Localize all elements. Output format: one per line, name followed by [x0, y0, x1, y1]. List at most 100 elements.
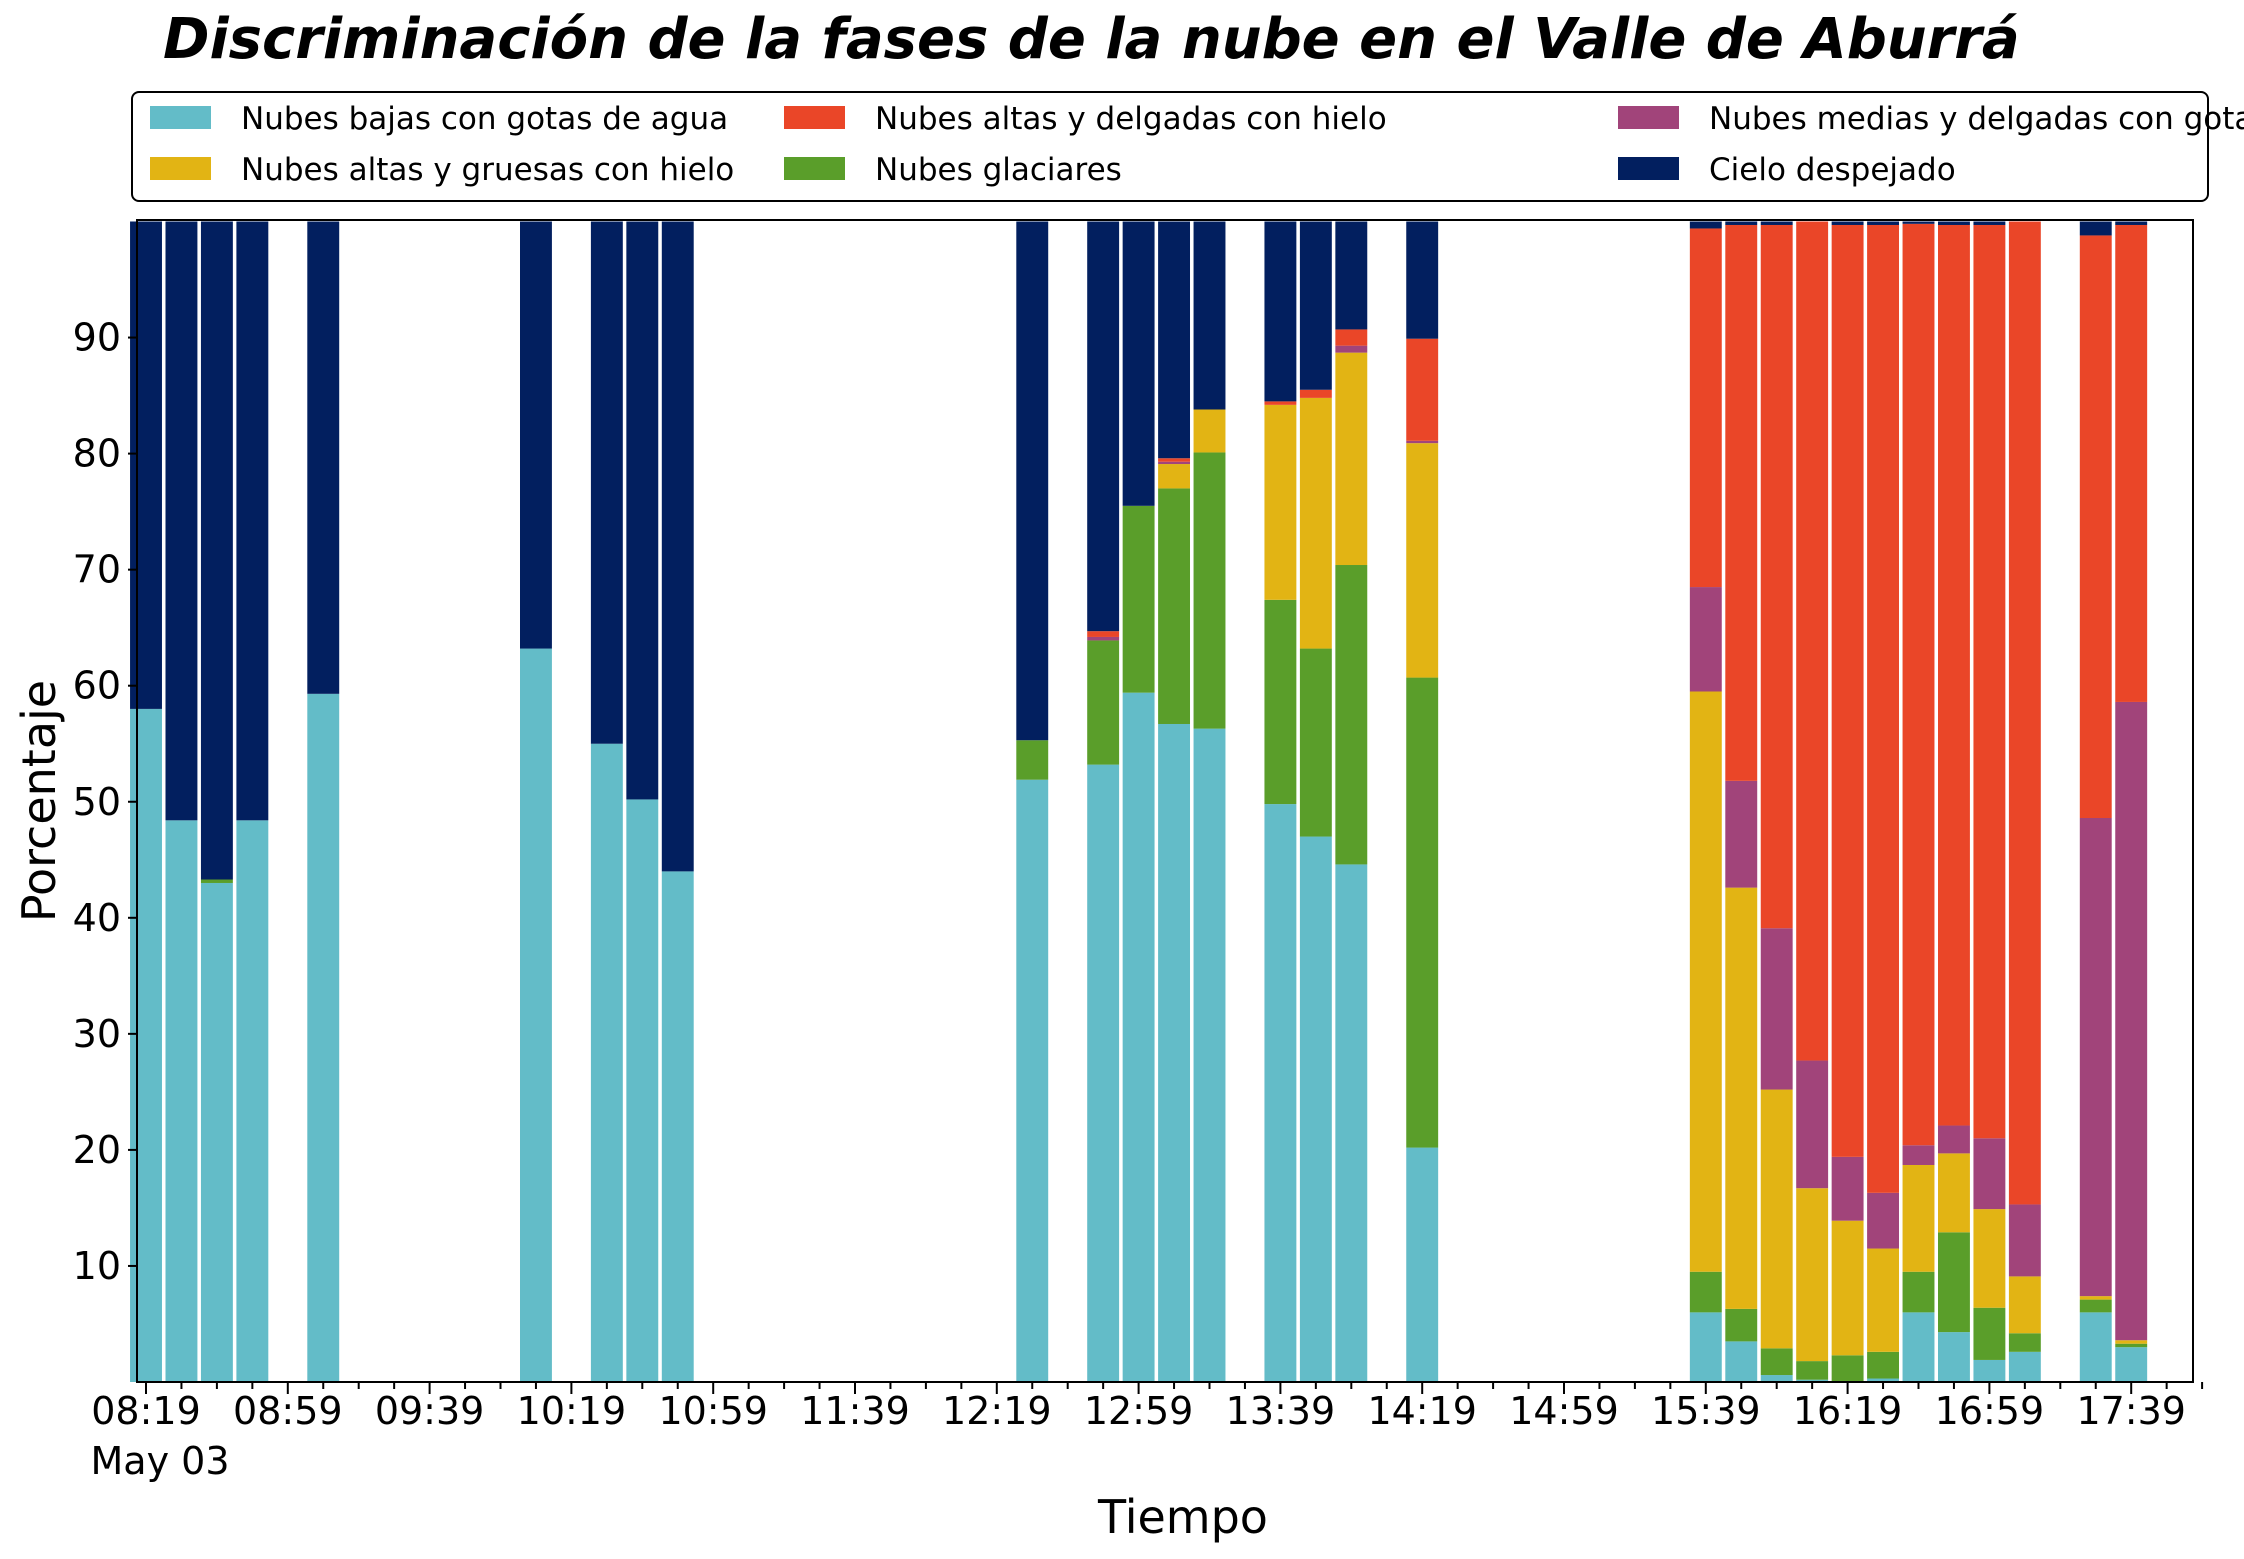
bar-segment	[1973, 224, 2006, 1139]
bar-segment	[200, 221, 233, 880]
x-tick-label: 11:39	[800, 1389, 910, 1433]
bar-segment	[1902, 1145, 1935, 1165]
y-tick-label: 80	[73, 432, 121, 476]
bar-segment	[1867, 221, 1900, 225]
bar-segment	[1158, 458, 1191, 462]
bar-segment	[1158, 488, 1191, 724]
bar-segment	[1902, 1271, 1935, 1313]
bar-segment	[1122, 221, 1155, 506]
bar-segment	[1335, 565, 1368, 865]
bar-segment	[1016, 221, 1049, 741]
bar-segment	[1973, 1307, 2006, 1360]
y-tick-label: 50	[73, 780, 121, 824]
x-tick-label: 08:59	[233, 1389, 343, 1433]
legend-label: Nubes medias y delgadas con gotas de agu…	[1709, 101, 2244, 137]
bar-segment	[1689, 221, 1722, 229]
legend-label: Nubes altas y gruesas con hielo	[241, 152, 734, 188]
bar-segment	[1831, 1355, 1864, 1382]
bar-segment	[626, 799, 659, 1382]
y-tick-label: 90	[73, 316, 121, 360]
bar-segment	[2008, 1351, 2041, 1382]
bar-segment	[1831, 224, 1864, 1157]
legend-swatch	[784, 157, 845, 180]
bar-segment	[1193, 452, 1226, 729]
bar-segment	[1867, 1351, 1900, 1379]
bar-segment	[165, 820, 198, 1382]
bar-segment	[1689, 228, 1722, 588]
bars	[130, 221, 2148, 1382]
bar-segment	[1938, 1332, 1970, 1382]
x-tick-label: 10:59	[658, 1389, 768, 1433]
bar-segment	[2115, 1343, 2148, 1348]
bar-segment	[1158, 461, 1191, 465]
bar-segment	[2115, 221, 2148, 225]
bar-segment	[2115, 701, 2148, 1341]
bar-segment	[1689, 587, 1722, 692]
bar-segment	[1867, 1378, 1900, 1382]
bar-segment	[1406, 221, 1439, 339]
legend-swatch	[1618, 106, 1679, 129]
bar-segment	[1973, 1359, 2006, 1382]
bar-segment	[1973, 1209, 2006, 1308]
y-axis: 10 20 30 40 50 60 70 80 90	[73, 316, 137, 1288]
bar-segment	[661, 871, 694, 1382]
bar-segment	[2115, 1340, 2148, 1344]
bar-segment	[1689, 691, 1722, 1272]
bar-segment	[1335, 345, 1368, 353]
bar-segment	[1335, 864, 1368, 1382]
bar-segment	[1158, 221, 1191, 459]
x-tick-label: 15:39	[1651, 1389, 1761, 1433]
bar-segment	[1938, 1153, 1970, 1233]
bar-segment	[1796, 1060, 1829, 1189]
x-tick-label: 09:39	[375, 1389, 485, 1433]
legend-swatch	[150, 157, 211, 180]
bar-segment	[1796, 1188, 1829, 1362]
bar-segment	[2008, 1204, 2041, 1277]
bar-segment	[200, 879, 233, 883]
bar-segment	[200, 882, 233, 1382]
x-tick-label: 10:19	[517, 1389, 627, 1433]
bar-segment	[2079, 818, 2112, 1297]
bar-segment	[520, 648, 552, 1382]
bar-segment	[1264, 404, 1297, 600]
bar-segment	[1760, 1348, 1793, 1376]
bar-segment	[1725, 221, 1758, 225]
bar-segment	[1725, 780, 1758, 888]
bar-segment	[1016, 779, 1049, 1382]
bar-segment	[307, 221, 340, 694]
bar-segment	[2079, 1299, 2112, 1313]
bar-segment	[236, 221, 269, 821]
bar-segment	[1016, 740, 1049, 780]
bar-segment	[1760, 1089, 1793, 1349]
bar-segment	[1725, 887, 1758, 1309]
bar-segment	[1760, 221, 1793, 225]
bar-segment	[1087, 640, 1120, 765]
bar-segment	[1087, 764, 1120, 1382]
bar-segment	[1902, 1164, 1935, 1272]
x-tick-label: 17:39	[2076, 1389, 2186, 1433]
bar-segment	[1406, 677, 1439, 1148]
bar-segment	[130, 221, 162, 709]
y-tick-label: 30	[73, 1012, 121, 1056]
bar-segment	[1264, 599, 1297, 805]
bar-segment	[1938, 221, 1970, 225]
bar-segment	[1831, 1220, 1864, 1356]
bar-segment	[2079, 235, 2112, 818]
bar-segment	[2079, 1312, 2112, 1382]
bar-segment	[2115, 1347, 2148, 1382]
bar-segment	[1867, 1192, 1900, 1249]
bar-segment	[1122, 692, 1155, 1382]
y-tick-label: 60	[73, 664, 121, 708]
bar-segment	[1760, 928, 1793, 1090]
bar-segment	[661, 221, 694, 872]
bar-segment	[626, 221, 659, 800]
bar-segment	[590, 221, 623, 744]
x-tick-label: 13:39	[1226, 1389, 1336, 1433]
y-tick-label: 40	[73, 896, 121, 940]
bar-segment	[307, 693, 340, 1382]
bar-segment	[1902, 223, 1935, 1146]
bar-segment	[1122, 505, 1155, 693]
x-tick-label: 08:19	[91, 1389, 201, 1433]
x-tick-label: 14:59	[1509, 1389, 1619, 1433]
